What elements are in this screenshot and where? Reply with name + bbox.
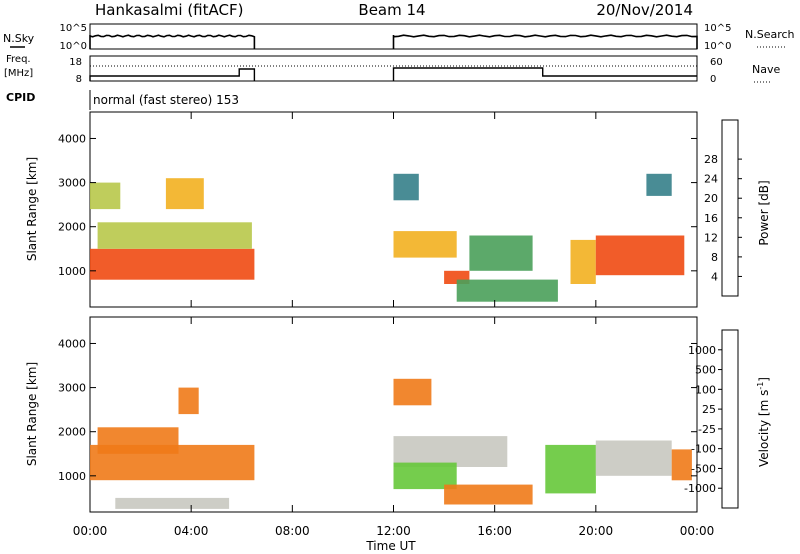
heatmap-cell bbox=[165, 178, 204, 210]
velocity-colorbar-tick-label: 1000 bbox=[688, 344, 716, 357]
power-colorbar-tick-label: 24 bbox=[704, 173, 718, 186]
velocity-colorbar-tick-label: 100 bbox=[695, 383, 716, 396]
x-tick-label: 04:00 bbox=[174, 524, 209, 538]
heatmap-cell bbox=[393, 436, 508, 467]
freq-panel: Freq. [MHz] 18 8 60 0 Nave bbox=[4, 54, 780, 85]
power-colorbar-tick-label: 12 bbox=[704, 231, 718, 244]
power-colorbar-tick-label: 16 bbox=[704, 212, 718, 225]
heatmap-cell bbox=[178, 387, 199, 415]
heatmap-cell bbox=[393, 378, 432, 406]
heatmap-cell bbox=[393, 173, 419, 201]
x-axis-label: Time UT bbox=[365, 539, 416, 553]
freq-tick-bottom: 8 bbox=[76, 74, 82, 85]
power-colorbar-tick-label: 8 bbox=[711, 251, 718, 264]
nsky-traces bbox=[89, 34, 698, 49]
heatmap-cell bbox=[570, 239, 596, 284]
nsky-trace bbox=[392, 34, 698, 49]
power-panel: 1000 2000 3000 4000 Slant Range [km] bbox=[25, 111, 698, 308]
x-tick-label: 16:00 bbox=[477, 524, 512, 538]
y-tick-label: 2000 bbox=[58, 426, 86, 439]
date-title: 20/Nov/2014 bbox=[596, 1, 693, 19]
heatmap-cell bbox=[646, 173, 672, 196]
colorbar-frame bbox=[721, 329, 739, 509]
nave-tick-bottom: 0 bbox=[710, 74, 716, 85]
power-colorbar-tick-label: 28 bbox=[704, 153, 718, 166]
power-colorbar: 4 8 12 16 20 24 28 bbox=[704, 119, 742, 297]
freq-trace bbox=[89, 68, 256, 81]
cpid-text: normal (fast stereo) 153 bbox=[93, 93, 239, 107]
power-ylabel: Slant Range [km] bbox=[25, 157, 39, 261]
freq-traces bbox=[89, 65, 697, 81]
power-colorbar-tick-label: 4 bbox=[711, 270, 718, 283]
velocity-title-main: Velocity [m s bbox=[757, 390, 771, 467]
nave-tick-top: 60 bbox=[710, 57, 723, 68]
freq-label-line2: [MHz] bbox=[4, 68, 33, 79]
velocity-ylabel: Slant Range [km] bbox=[25, 362, 39, 466]
x-tick-label: 12:00 bbox=[376, 524, 411, 538]
nsearch-label: N.Search bbox=[745, 28, 795, 41]
power-yticks: 1000 2000 3000 4000 bbox=[58, 132, 697, 278]
colorbar-frame bbox=[721, 119, 739, 297]
heatmap-cell bbox=[595, 440, 672, 476]
nsearch-tick-bottom: 10^0 bbox=[704, 41, 731, 52]
velocity-colorbar-tick-label: 25 bbox=[702, 403, 716, 416]
velocity-panel: 1000 2000 3000 4000 Slant Range [km] bbox=[25, 316, 698, 513]
x-tick-label: 00:00 bbox=[73, 524, 108, 538]
heatmap-cell bbox=[469, 235, 533, 271]
velocity-colorbar: 1000 500 100 25 -25 -100 -500 -1000 bbox=[684, 329, 739, 509]
y-tick-label: 2000 bbox=[58, 221, 86, 234]
y-tick-label: 4000 bbox=[58, 132, 86, 145]
heatmap-cell bbox=[671, 449, 692, 481]
power-xticks bbox=[89, 112, 698, 307]
freq-label-line1: Freq. bbox=[6, 54, 31, 65]
velocity-colorbar-tick-label: 500 bbox=[695, 364, 716, 377]
xtick-labels: 00:00 04:00 08:00 12:00 16:00 20:00 00:00 bbox=[73, 524, 715, 538]
heatmap-cell bbox=[545, 444, 596, 494]
velocity-colorbar-tick-label: -1000 bbox=[684, 482, 716, 495]
x-tick-label: 08:00 bbox=[275, 524, 310, 538]
velocity-colorbar-tick-label: -100 bbox=[691, 443, 716, 456]
heatmap-cell bbox=[90, 182, 121, 210]
beam-title: Beam 14 bbox=[358, 1, 425, 19]
power-colorbar-title: Power [dB] bbox=[757, 180, 771, 245]
heatmap-cell bbox=[97, 427, 179, 454]
velocity-yticks: 1000 2000 3000 4000 bbox=[58, 337, 697, 483]
heatmap-cell bbox=[115, 497, 230, 509]
heatmap-cell bbox=[444, 484, 533, 505]
cpid-label: CPID bbox=[6, 91, 35, 104]
velocity-colorbar-tick-label: -25 bbox=[698, 423, 716, 436]
y-tick-label: 3000 bbox=[58, 382, 86, 395]
nsearch-tick-top: 10^5 bbox=[704, 23, 731, 34]
heatmap-cell bbox=[393, 231, 457, 258]
velocity-data-layer bbox=[90, 378, 692, 509]
heatmap-cell bbox=[97, 222, 252, 249]
heatmap-cell bbox=[90, 248, 255, 280]
power-data-layer bbox=[90, 173, 685, 302]
heatmap-cell bbox=[595, 235, 685, 276]
y-tick-label: 1000 bbox=[58, 265, 86, 278]
x-tick-label: 20:00 bbox=[579, 524, 614, 538]
power-colorbar-tick-label: 20 bbox=[704, 192, 718, 205]
freq-tick-top: 18 bbox=[69, 57, 82, 68]
nave-label: Nave bbox=[752, 63, 780, 76]
nsky-tick-top: 10^5 bbox=[60, 23, 87, 34]
velocity-title-exponent: -1 bbox=[756, 382, 765, 390]
velocity-colorbar-tick-label: -500 bbox=[691, 462, 716, 475]
x-tick-label: 00:00 bbox=[680, 524, 715, 538]
heatmap-cell bbox=[456, 279, 558, 302]
velocity-colorbar-title: Velocity [m s-1] bbox=[756, 377, 771, 467]
nsky-trace bbox=[89, 34, 256, 49]
velocity-title-tail: ] bbox=[757, 377, 771, 382]
nsky-label: N.Sky bbox=[3, 32, 35, 45]
nsky-tick-bottom: 10^0 bbox=[60, 41, 87, 52]
freq-trace bbox=[392, 67, 697, 81]
y-tick-label: 3000 bbox=[58, 177, 86, 190]
velocity-xticks bbox=[89, 317, 698, 512]
station-title: Hankasalmi (fitACF) bbox=[95, 1, 243, 19]
y-tick-label: 1000 bbox=[58, 470, 86, 483]
nsky-panel: N.Sky 10^5 10^0 10^5 10^0 N.Search bbox=[3, 23, 795, 52]
y-tick-label: 4000 bbox=[58, 337, 86, 350]
